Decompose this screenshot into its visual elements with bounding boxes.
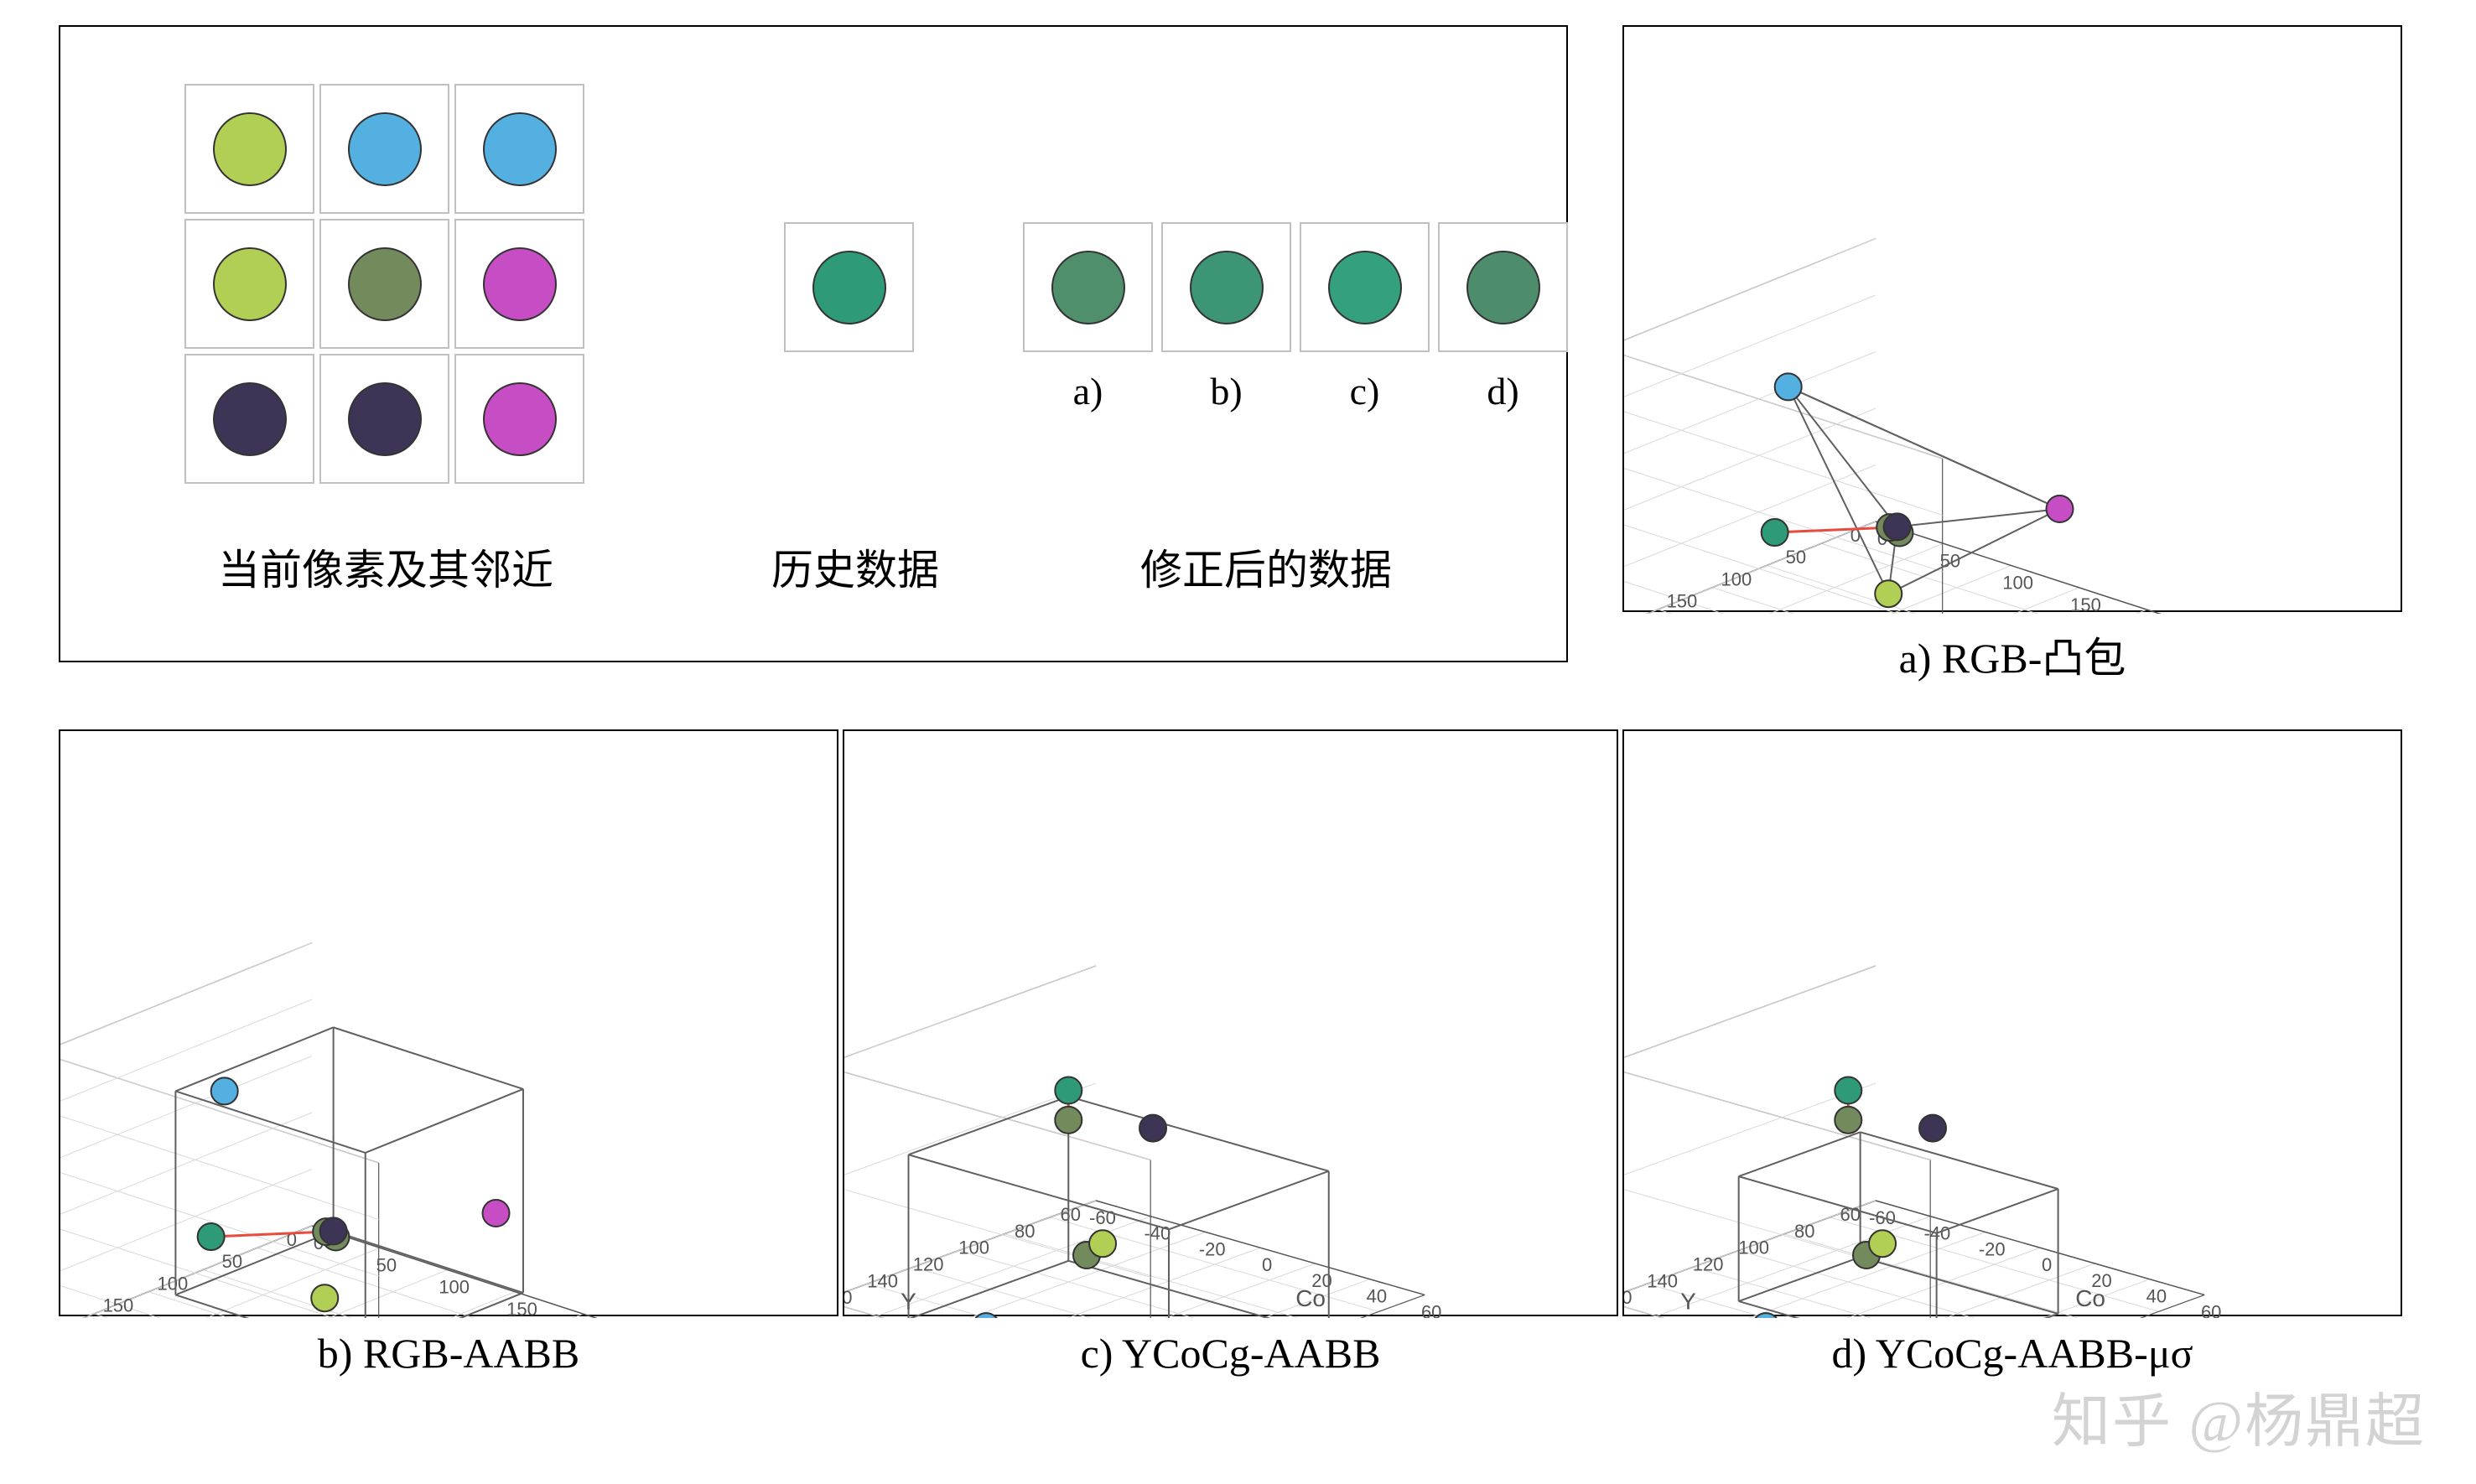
pixel-cell xyxy=(1438,222,1568,352)
plot-b-svg: 0501001502002500501001502002500501001502… xyxy=(60,731,840,1318)
svg-text:60: 60 xyxy=(2201,1301,2221,1318)
panel-plot-c: -60-40-2002040606080100120140160180-5005… xyxy=(843,729,1618,1316)
watermark: 知乎 @杨鼎超 xyxy=(2052,1374,2426,1459)
rectified-item: c) xyxy=(1300,222,1430,413)
pixel-dot xyxy=(213,112,287,186)
svg-text:50: 50 xyxy=(1940,550,1960,571)
pixel-cell xyxy=(184,219,314,349)
plot-c-caption: c) YCoCg-AABB xyxy=(843,1329,1618,1378)
svg-text:200: 200 xyxy=(60,1317,79,1318)
rectified-item: d) xyxy=(1438,222,1568,413)
svg-text:40: 40 xyxy=(2146,1286,2167,1307)
rectified-sublabel: b) xyxy=(1210,369,1242,413)
svg-text:140: 140 xyxy=(1647,1270,1678,1291)
pixel-cell xyxy=(319,354,449,484)
label-history: 历史数据 xyxy=(729,537,981,597)
pixel-cell xyxy=(784,222,914,352)
svg-text:160: 160 xyxy=(1624,1287,1632,1308)
rectified-row: a) b) c) d) xyxy=(1023,222,1568,413)
pixel-dot xyxy=(1328,251,1402,324)
neighborhood-grid xyxy=(184,84,584,484)
history-cell xyxy=(784,222,914,352)
svg-text:60: 60 xyxy=(1061,1204,1081,1225)
pixel-cell xyxy=(454,219,584,349)
svg-text:0: 0 xyxy=(2042,1254,2052,1275)
pixel-cell xyxy=(319,84,449,214)
svg-text:0: 0 xyxy=(1262,1254,1272,1275)
svg-text:100: 100 xyxy=(439,1277,470,1298)
panel-plot-d: -60-40-2002040606080100120140160180-5005… xyxy=(1622,729,2402,1316)
svg-text:100: 100 xyxy=(958,1238,989,1258)
svg-text:150: 150 xyxy=(2070,594,2101,614)
pixel-cell xyxy=(1300,222,1430,352)
svg-text:100: 100 xyxy=(2002,573,2033,594)
plot-b-caption: b) RGB-AABB xyxy=(59,1329,838,1378)
svg-text:200: 200 xyxy=(1624,613,1643,614)
svg-text:100: 100 xyxy=(1721,568,1752,589)
pixel-dot xyxy=(348,112,422,186)
pixel-dot xyxy=(1051,251,1125,324)
pixel-cell xyxy=(184,354,314,484)
svg-text:-20: -20 xyxy=(1979,1238,2006,1259)
pixel-cell xyxy=(454,354,584,484)
svg-text:-20: -20 xyxy=(1199,1238,1226,1259)
plot-a-svg: 0501001502002500501001502002500501001502… xyxy=(1624,27,2404,614)
rectified-item: a) xyxy=(1023,222,1153,413)
svg-text:140: 140 xyxy=(867,1270,898,1291)
svg-text:160: 160 xyxy=(844,1287,852,1308)
pixel-dot xyxy=(1190,251,1264,324)
svg-text:Co: Co xyxy=(1295,1285,1326,1311)
pixel-cell xyxy=(454,84,584,214)
svg-text:120: 120 xyxy=(913,1254,944,1275)
pixel-dot xyxy=(348,382,422,456)
svg-text:80: 80 xyxy=(1015,1221,1035,1242)
plot-d-svg: -60-40-2002040606080100120140160180-5005… xyxy=(1624,731,2404,1318)
pixel-dot xyxy=(213,382,287,456)
label-rectified: 修正后的数据 xyxy=(1056,537,1476,597)
svg-text:Co: Co xyxy=(2075,1285,2105,1311)
svg-text:60: 60 xyxy=(1421,1301,1441,1318)
plot-a-caption: a) RGB-凸包 xyxy=(1622,625,2402,685)
pixel-dot xyxy=(348,247,422,321)
pixel-dot xyxy=(483,247,557,321)
panel-plot-a: 0501001502002500501001502002500501001502… xyxy=(1622,25,2402,612)
pixel-dot xyxy=(213,247,287,321)
pixel-dot xyxy=(812,251,886,324)
svg-text:120: 120 xyxy=(1693,1254,1724,1275)
svg-text:80: 80 xyxy=(1794,1221,1814,1242)
pixel-dot xyxy=(483,382,557,456)
svg-text:150: 150 xyxy=(1667,591,1698,612)
svg-text:40: 40 xyxy=(1367,1286,1387,1307)
svg-text:50: 50 xyxy=(376,1254,397,1275)
pixel-dot xyxy=(1466,251,1540,324)
pixel-dot xyxy=(483,112,557,186)
svg-text:Y: Y xyxy=(1680,1289,1696,1315)
svg-text:50: 50 xyxy=(1786,547,1806,568)
rectified-sublabel: a) xyxy=(1073,369,1103,413)
pixel-cell xyxy=(319,219,449,349)
plot-c-svg: -60-40-2002040606080100120140160180-5005… xyxy=(844,731,1620,1318)
panel-plot-b: 0501001502002500501001502002500501001502… xyxy=(59,729,838,1316)
rectified-sublabel: d) xyxy=(1487,369,1518,413)
rectified-item: b) xyxy=(1161,222,1291,413)
pixel-cell xyxy=(184,84,314,214)
svg-text:150: 150 xyxy=(506,1299,537,1318)
label-neighborhood: 当前像素及其邻近 xyxy=(151,537,620,597)
plot-d-caption: d) YCoCg-AABB-μσ xyxy=(1622,1329,2402,1378)
pixel-cell xyxy=(1161,222,1291,352)
svg-text:100: 100 xyxy=(1738,1238,1769,1258)
rectified-sublabel: c) xyxy=(1350,369,1380,413)
svg-text:150: 150 xyxy=(103,1295,134,1316)
pixel-cell xyxy=(1023,222,1153,352)
